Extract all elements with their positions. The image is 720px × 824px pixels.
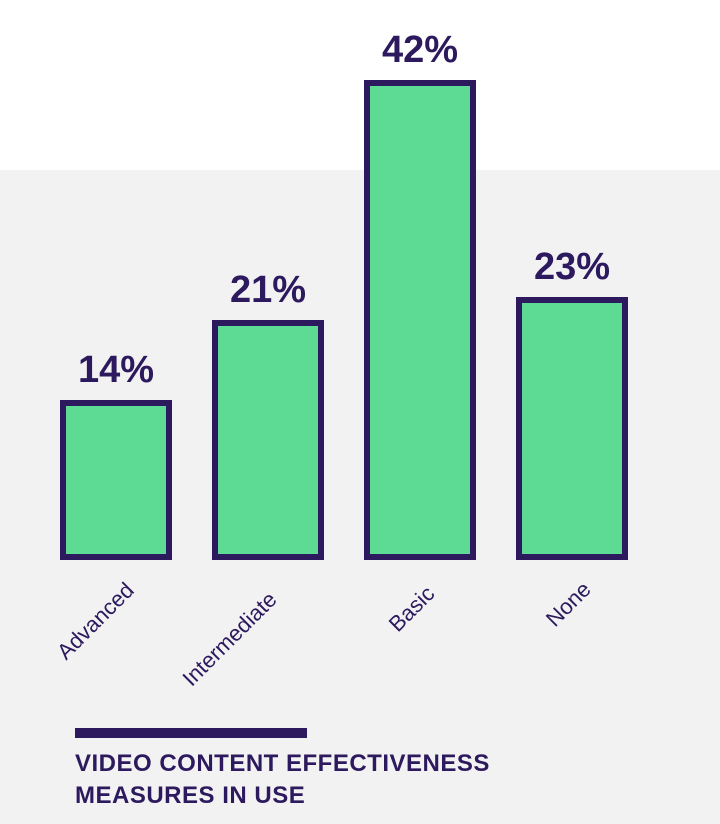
bar-none [516,297,628,560]
bars-area: 14% 21% 42% 23% [60,0,670,560]
bar-advanced [60,400,172,560]
category-label-none: None [539,575,599,635]
bar-group-advanced: 14% [60,349,172,560]
bar-basic [364,80,476,560]
title-accent-bar [75,728,307,738]
value-label: 14% [60,349,172,392]
value-label: 21% [212,269,324,312]
category-label-basic: Basic [378,575,446,643]
effectiveness-bar-chart: 14% 21% 42% 23% Advanced Intermediate Ba… [0,0,720,824]
category-label-advanced: Advanced [48,575,142,669]
bar-group-intermediate: 21% [212,269,324,560]
value-label: 42% [364,29,476,72]
chart-title: VIDEO CONTENT EFFECTIVENESSMEASURES IN U… [75,748,490,813]
bar-intermediate [212,320,324,560]
category-label-intermediate: Intermediate [166,575,294,703]
bar-group-none: 23% [516,246,628,560]
value-label: 23% [516,246,628,289]
bar-group-basic: 42% [364,29,476,560]
